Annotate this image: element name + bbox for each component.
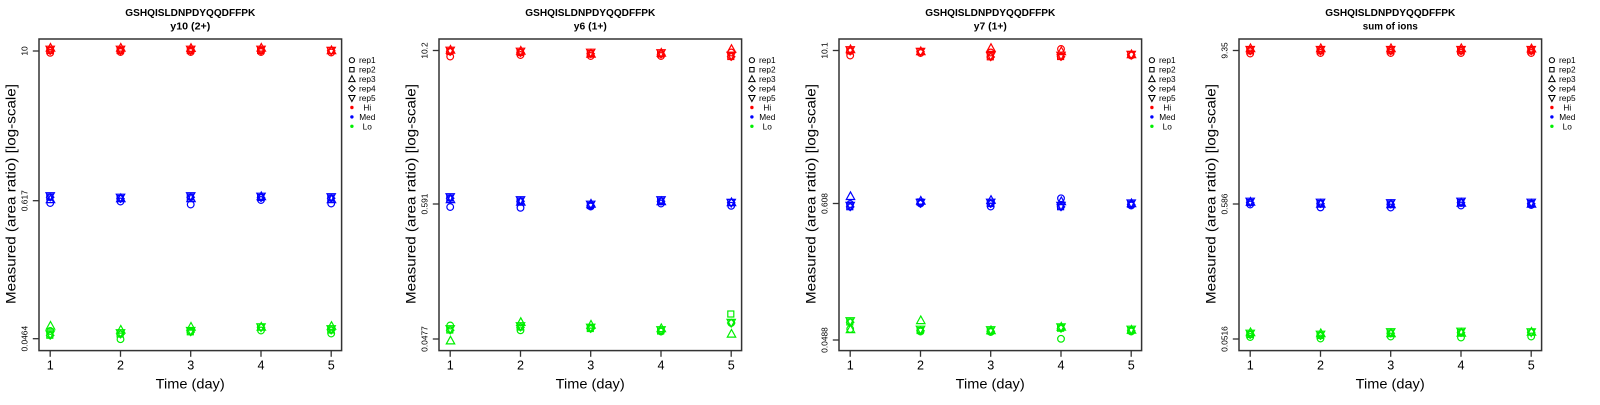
svg-text:rep5: rep5 <box>1159 93 1176 103</box>
svg-text:rep5: rep5 <box>759 93 776 103</box>
svg-text:5: 5 <box>1128 359 1135 373</box>
svg-text:Med: Med <box>759 112 776 122</box>
svg-text:Lo: Lo <box>1163 121 1173 131</box>
svg-text:5: 5 <box>728 359 735 373</box>
svg-text:0.0488: 0.0488 <box>820 327 830 353</box>
svg-text:0.591: 0.591 <box>420 193 430 214</box>
svg-text:y6 (1+): y6 (1+) <box>574 22 607 33</box>
svg-text:0.608: 0.608 <box>820 193 830 214</box>
svg-text:Measured (area ratio) [log-sca: Measured (area ratio) [log-scale] <box>1204 84 1219 304</box>
svg-text:rep3: rep3 <box>1559 74 1576 84</box>
svg-text:1: 1 <box>1247 359 1254 373</box>
svg-text:rep4: rep4 <box>359 84 376 94</box>
svg-text:rep4: rep4 <box>1559 84 1576 94</box>
svg-text:Med: Med <box>1159 112 1176 122</box>
svg-text:rep3: rep3 <box>759 74 776 84</box>
svg-text:sum of ions: sum of ions <box>1363 22 1418 33</box>
svg-text:10: 10 <box>20 46 30 56</box>
svg-text:5: 5 <box>1528 359 1535 373</box>
svg-text:0.586: 0.586 <box>1220 193 1230 214</box>
svg-text:rep3: rep3 <box>359 74 376 84</box>
svg-text:rep1: rep1 <box>359 55 376 65</box>
svg-text:4: 4 <box>1457 359 1464 373</box>
svg-text:10.1: 10.1 <box>820 42 830 59</box>
svg-text:Lo: Lo <box>763 121 773 131</box>
svg-text:rep2: rep2 <box>759 65 776 75</box>
svg-text:4: 4 <box>257 359 264 373</box>
svg-text:0.0477: 0.0477 <box>420 326 430 352</box>
svg-text:rep1: rep1 <box>1559 55 1576 65</box>
svg-text:rep2: rep2 <box>359 65 376 75</box>
svg-text:9.35: 9.35 <box>1220 42 1230 59</box>
svg-text:0.0464: 0.0464 <box>20 326 30 352</box>
svg-text:2: 2 <box>917 359 924 373</box>
svg-text:rep1: rep1 <box>759 55 776 65</box>
svg-text:1: 1 <box>447 359 454 373</box>
svg-text:Time (day): Time (day) <box>556 377 625 392</box>
svg-text:4: 4 <box>1057 359 1064 373</box>
svg-text:GSHQISLDNPDYQQDFFPK: GSHQISLDNPDYQQDFFPK <box>925 8 1056 19</box>
svg-text:Hi: Hi <box>1163 103 1171 113</box>
svg-text:rep5: rep5 <box>359 93 376 103</box>
svg-text:rep2: rep2 <box>1159 65 1176 75</box>
svg-text:Hi: Hi <box>363 103 371 113</box>
svg-text:2: 2 <box>1317 359 1324 373</box>
svg-text:Hi: Hi <box>763 103 771 113</box>
svg-text:Measured (area ratio) [log-sca: Measured (area ratio) [log-scale] <box>4 84 19 304</box>
svg-text:Measured (area ratio) [log-sca: Measured (area ratio) [log-scale] <box>404 84 419 304</box>
svg-text:Hi: Hi <box>1563 103 1571 113</box>
svg-text:rep4: rep4 <box>1159 84 1176 94</box>
svg-text:2: 2 <box>117 359 124 373</box>
svg-text:Lo: Lo <box>363 121 373 131</box>
svg-text:rep1: rep1 <box>1159 55 1176 65</box>
svg-text:3: 3 <box>987 359 994 373</box>
svg-text:3: 3 <box>187 359 194 373</box>
svg-text:2: 2 <box>517 359 524 373</box>
svg-text:Med: Med <box>359 112 376 122</box>
svg-text:1: 1 <box>47 359 54 373</box>
svg-text:Med: Med <box>1559 112 1576 122</box>
svg-text:3: 3 <box>587 359 594 373</box>
svg-text:GSHQISLDNPDYQQDFFPK: GSHQISLDNPDYQQDFFPK <box>1325 8 1456 19</box>
svg-text:rep3: rep3 <box>1159 74 1176 84</box>
svg-text:Measured (area ratio) [log-sca: Measured (area ratio) [log-scale] <box>804 84 819 304</box>
svg-text:0.617: 0.617 <box>20 190 30 211</box>
svg-text:1: 1 <box>847 359 854 373</box>
svg-text:4: 4 <box>657 359 664 373</box>
svg-text:y7 (1+): y7 (1+) <box>974 22 1007 33</box>
svg-text:GSHQISLDNPDYQQDFFPK: GSHQISLDNPDYQQDFFPK <box>525 8 656 19</box>
svg-text:Time (day): Time (day) <box>1356 377 1425 392</box>
svg-text:Lo: Lo <box>1563 121 1573 131</box>
svg-text:0.0516: 0.0516 <box>1220 326 1230 352</box>
svg-text:GSHQISLDNPDYQQDFFPK: GSHQISLDNPDYQQDFFPK <box>125 8 256 19</box>
svg-text:Time (day): Time (day) <box>156 377 225 392</box>
svg-text:y10 (2+): y10 (2+) <box>170 22 210 33</box>
svg-text:Time (day): Time (day) <box>956 377 1025 392</box>
svg-text:rep5: rep5 <box>1559 93 1576 103</box>
svg-text:5: 5 <box>328 359 335 373</box>
svg-text:3: 3 <box>1387 359 1394 373</box>
svg-text:10.2: 10.2 <box>420 42 430 59</box>
svg-text:rep2: rep2 <box>1559 65 1576 75</box>
svg-text:rep4: rep4 <box>759 84 776 94</box>
